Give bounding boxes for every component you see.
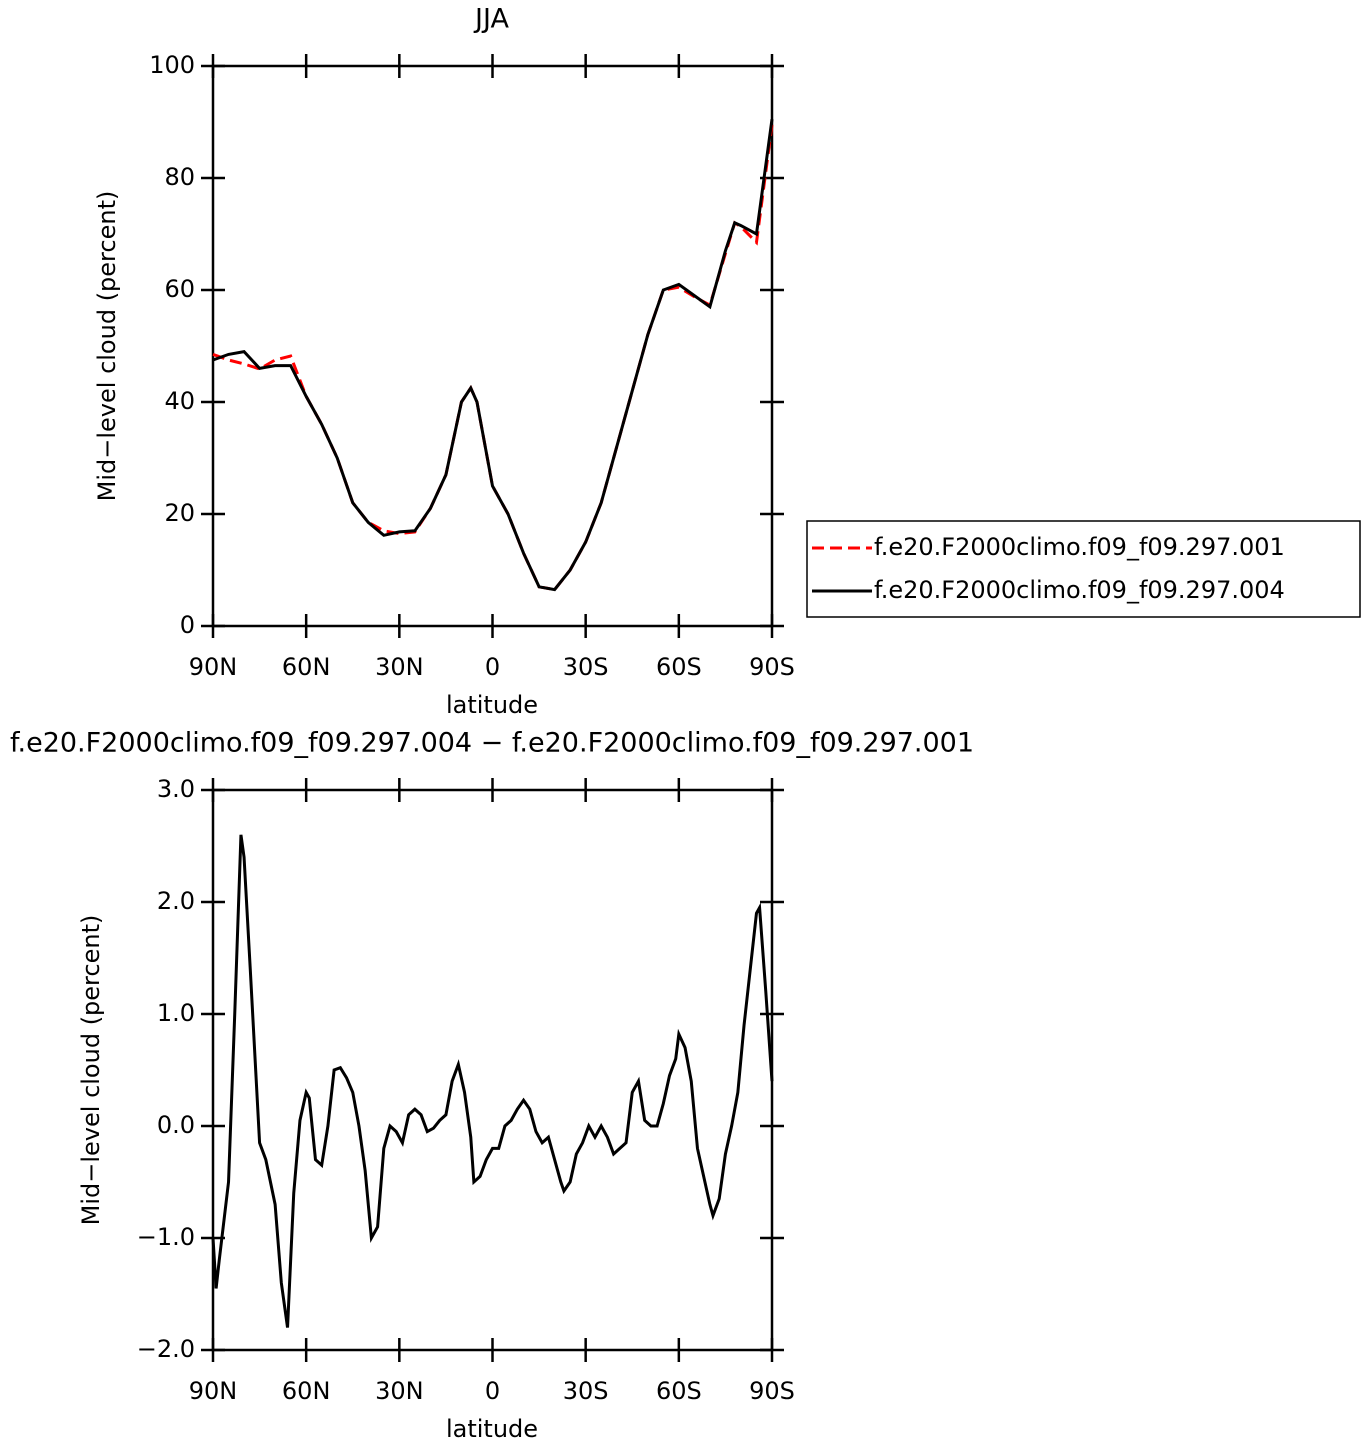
x-tick-label: 30S: [563, 1377, 609, 1405]
x-tick-label: 0: [485, 1377, 500, 1405]
y-tick-label: 0: [180, 611, 195, 639]
line: [212, 124, 774, 592]
x-tick-label: 90S: [749, 653, 795, 681]
y-tick-label: 3.0: [157, 775, 195, 803]
x-tick-label: 30N: [375, 1377, 424, 1405]
y-tick-label: 80: [164, 163, 195, 191]
x-tick-label: 60S: [656, 1377, 702, 1405]
y-tick-label: 1.0: [157, 999, 195, 1027]
plot-frame: [211, 64, 774, 628]
y-tick-label: −1.0: [137, 1223, 195, 1251]
y-tick-label: 20: [164, 499, 195, 527]
y-tick-label: 100: [149, 51, 195, 79]
x-tick-label: 90N: [189, 1377, 238, 1405]
line: [211, 834, 774, 1328]
x-tick-label: 60N: [282, 653, 331, 681]
chart-title: f.e20.F2000climo.f09_f09.297.004 − f.e20…: [10, 728, 974, 759]
x-axis-label: latitude: [446, 1415, 538, 1443]
y-tick-label: 2.0: [157, 887, 195, 915]
y-tick-label: 0.0: [157, 1111, 195, 1139]
y-tick-label: 40: [164, 387, 195, 415]
y-axis-label: Mid−level cloud (percent): [77, 915, 105, 1226]
legend-label: f.e20.F2000climo.f09_f09.297.004: [874, 576, 1285, 604]
x-tick-label: 60N: [282, 1377, 331, 1405]
x-tick-label: 0: [485, 653, 500, 681]
x-axis-label: latitude: [446, 691, 538, 719]
legend-label: f.e20.F2000climo.f09_f09.297.001: [874, 533, 1285, 561]
x-tick-label: 90N: [189, 653, 238, 681]
y-axis-label: Mid−level cloud (percent): [93, 191, 121, 502]
y-tick-label: −2.0: [137, 1335, 195, 1363]
x-tick-label: 60S: [656, 653, 702, 681]
x-tick-label: 30S: [563, 653, 609, 681]
chart-title: JJA: [473, 4, 509, 35]
x-tick-label: 30N: [375, 653, 424, 681]
y-tick-label: 60: [164, 275, 195, 303]
legend-box: [806, 520, 1361, 618]
x-tick-label: 90S: [749, 1377, 795, 1405]
line: [212, 118, 774, 592]
